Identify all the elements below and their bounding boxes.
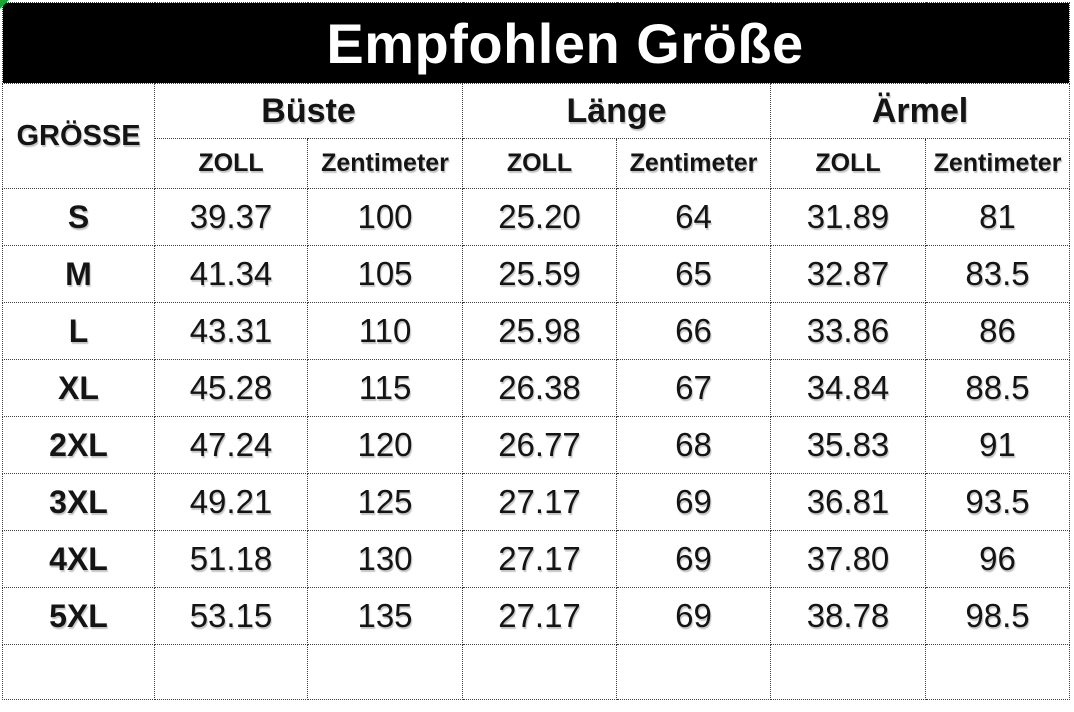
value-cell: 83.5	[924, 245, 1071, 303]
value-cell: 38.78	[770, 587, 926, 645]
empty-cell	[616, 644, 771, 700]
size-label: L	[2, 302, 155, 360]
value-cell: 49.21	[154, 473, 308, 531]
value-cell: 27.17	[462, 473, 617, 531]
value-cell: 47.24	[154, 416, 308, 474]
value-cell: 68	[616, 416, 771, 474]
size-label: 5XL	[2, 587, 155, 645]
value-cell: 91	[924, 416, 1071, 474]
value-cell: 34.84	[770, 359, 926, 417]
value-cell: 125	[307, 473, 463, 531]
value-cell: 25.59	[462, 245, 617, 303]
value-cell: 65	[616, 245, 771, 303]
value-cell: 66	[616, 302, 771, 360]
size-chart-table: Empfohlen Größe GRÖSSE Büste Länge Ärmel…	[1, 2, 1071, 700]
size-label: 2XL	[2, 416, 155, 474]
unit-header-aermel-zentimeter: Zentimeter	[924, 138, 1071, 189]
value-cell: 25.20	[462, 188, 617, 246]
empty-cell	[154, 644, 308, 700]
table-row-4xl: 4XL 51.18 130 27.17 69 37.80 96	[2, 530, 1071, 588]
value-cell: 43.31	[154, 302, 308, 360]
value-cell: 69	[616, 473, 771, 531]
value-cell: 26.38	[462, 359, 617, 417]
table-row-xl: XL 45.28 115 26.38 67 34.84 88.5	[2, 359, 1071, 417]
empty-cell	[770, 644, 926, 700]
value-cell: 130	[307, 530, 463, 588]
value-cell: 37.80	[770, 530, 926, 588]
value-cell: 120	[307, 416, 463, 474]
unit-header-aermel-zoll: ZOLL	[770, 138, 926, 189]
size-label: S	[2, 188, 155, 246]
value-cell: 35.83	[770, 416, 926, 474]
empty-cell	[462, 644, 617, 700]
value-cell: 115	[307, 359, 463, 417]
value-cell: 67	[616, 359, 771, 417]
value-cell: 27.17	[462, 530, 617, 588]
empty-cell	[924, 644, 1071, 700]
table-row-l: L 43.31 110 25.98 66 33.86 86	[2, 302, 1071, 360]
value-cell: 27.17	[462, 587, 617, 645]
value-cell: 69	[616, 530, 771, 588]
unit-header-bueste-zentimeter: Zentimeter	[307, 138, 463, 189]
value-cell: 86	[924, 302, 1071, 360]
value-cell: 98.5	[924, 587, 1071, 645]
value-cell: 41.34	[154, 245, 308, 303]
value-cell: 64	[616, 188, 771, 246]
group-header-row: GRÖSSE Büste Länge Ärmel	[2, 83, 1071, 189]
group-header-bueste: Büste	[154, 83, 463, 139]
value-cell: 93.5	[924, 473, 1071, 531]
size-label: XL	[2, 359, 155, 417]
value-cell: 39.37	[154, 188, 308, 246]
value-cell: 36.81	[770, 473, 926, 531]
table-row-s: S 39.37 100 25.20 64 31.89 81	[2, 188, 1071, 246]
value-cell: 105	[307, 245, 463, 303]
value-cell: 25.98	[462, 302, 617, 360]
table-row-3xl: 3XL 49.21 125 27.17 69 36.81 93.5	[2, 473, 1071, 531]
page-title: Empfohlen Größe	[1, 2, 1071, 84]
group-header-laenge: Länge	[462, 83, 771, 139]
value-cell: 45.28	[154, 359, 308, 417]
green-corner-triangle	[0, 0, 9, 9]
value-cell: 26.77	[462, 416, 617, 474]
value-cell: 81	[924, 188, 1071, 246]
value-cell: 33.86	[770, 302, 926, 360]
value-cell: 31.89	[770, 188, 926, 246]
size-label: M	[2, 245, 155, 303]
empty-cell	[307, 644, 463, 700]
unit-header-laenge-zoll: ZOLL	[462, 138, 617, 189]
value-cell: 110	[307, 302, 463, 360]
size-label: 3XL	[2, 473, 155, 531]
empty-row	[2, 644, 1071, 700]
size-column-header: GRÖSSE	[2, 83, 155, 189]
value-cell: 96	[924, 530, 1071, 588]
empty-cell	[2, 644, 155, 700]
unit-header-row: ZOLL Zentimeter ZOLL Zentimeter ZOLL Zen…	[3, 138, 1071, 189]
table-row-2xl: 2XL 47.24 120 26.77 68 35.83 91	[2, 416, 1071, 474]
table-row-5xl: 5XL 53.15 135 27.17 69 38.78 98.5	[2, 587, 1071, 645]
value-cell: 32.87	[770, 245, 926, 303]
unit-header-laenge-zentimeter: Zentimeter	[616, 138, 771, 189]
group-header-aermel: Ärmel	[769, 83, 1071, 139]
unit-header-bueste-zoll: ZOLL	[154, 138, 308, 189]
value-cell: 135	[307, 587, 463, 645]
value-cell: 100	[307, 188, 463, 246]
value-cell: 53.15	[154, 587, 308, 645]
title-row: Empfohlen Größe	[1, 2, 1071, 84]
value-cell: 69	[616, 587, 771, 645]
value-cell: 88.5	[924, 359, 1071, 417]
table-row-m: M 41.34 105 25.59 65 32.87 83.5	[2, 245, 1071, 303]
value-cell: 51.18	[154, 530, 308, 588]
size-label: 4XL	[2, 530, 155, 588]
